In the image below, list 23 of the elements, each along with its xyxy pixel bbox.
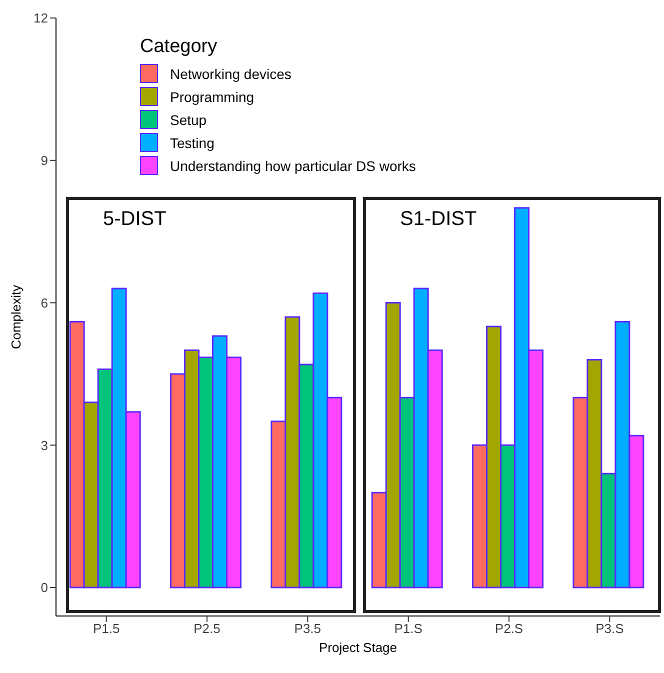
legend-label: Testing (170, 134, 214, 150)
x-tick-label: P2.5 (194, 621, 220, 636)
x-tick-label: P3.S (596, 621, 624, 636)
x-tick-label: P1.S (394, 621, 423, 636)
y-tick-label: 12 (34, 10, 48, 26)
legend-label: Setup (170, 112, 207, 128)
x-tick-label: P2.S (494, 621, 524, 636)
legend-label: Programming (170, 88, 254, 104)
y-tick-label: 6 (40, 295, 48, 310)
panel-frame: S1-DIST (363, 197, 661, 613)
x-tick-label: P1.5 (92, 621, 120, 636)
legend-label: Understanding how particular DS works (170, 158, 416, 174)
y-tick-label: 9 (40, 152, 48, 168)
annotation: S1-DIST (400, 208, 477, 231)
y-tick-label: 3 (40, 438, 48, 453)
x-axis-title: Project Stage (318, 640, 398, 655)
legend-title: Category (140, 36, 218, 58)
panel-frame: 5-DIST (66, 197, 356, 613)
y-axis-title: Complexity (8, 284, 24, 350)
annotation: 5-DIST (103, 208, 166, 231)
x-tick-label: P3.5 (294, 621, 322, 636)
y-tick-label: 0 (40, 580, 48, 596)
legend-label: Networking devices (170, 66, 292, 82)
